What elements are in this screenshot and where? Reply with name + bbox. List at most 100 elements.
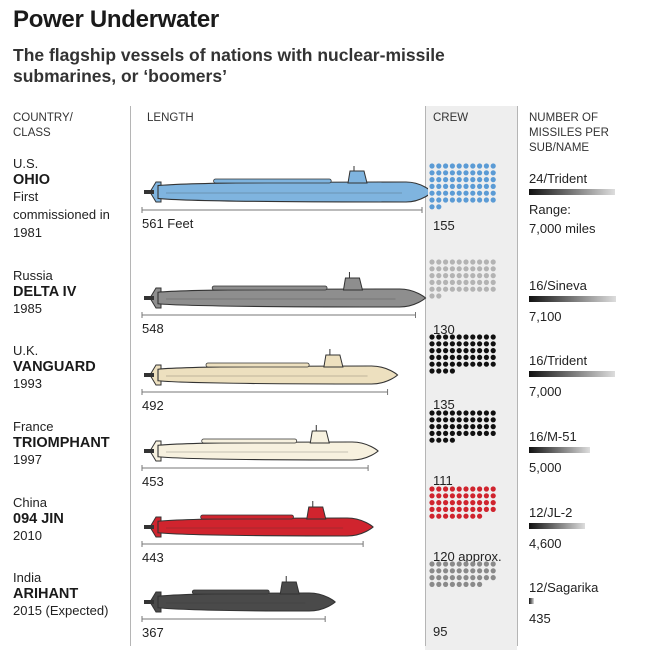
crew-dot bbox=[483, 163, 489, 169]
crew-dot bbox=[436, 197, 442, 203]
crew-dot bbox=[483, 286, 489, 292]
crew-dot bbox=[436, 424, 442, 430]
crew-dot bbox=[449, 183, 455, 189]
crew-dot bbox=[436, 273, 442, 279]
missile-deck bbox=[211, 285, 328, 291]
crew-dot bbox=[483, 486, 489, 492]
crew-dot bbox=[490, 348, 496, 354]
submarine-bar bbox=[141, 576, 336, 622]
hull bbox=[157, 517, 374, 537]
sail bbox=[342, 277, 364, 291]
length-label: 367 bbox=[142, 625, 164, 640]
crew-dot bbox=[477, 424, 483, 430]
range-bar bbox=[529, 371, 615, 377]
header-missiles-line: MISSILES PER bbox=[529, 127, 609, 139]
missile-deck bbox=[200, 514, 294, 520]
crew-dot bbox=[449, 410, 455, 416]
crew-dot bbox=[443, 493, 449, 499]
crew-dot bbox=[483, 259, 489, 265]
crew-dot bbox=[477, 417, 483, 423]
crew-dot bbox=[477, 493, 483, 499]
crew-dot bbox=[470, 568, 476, 574]
crew-dot bbox=[470, 273, 476, 279]
crew-dot bbox=[470, 506, 476, 512]
crew-dot bbox=[490, 170, 496, 176]
crew-dot bbox=[449, 417, 455, 423]
range-text: 7,100 bbox=[529, 307, 562, 326]
crew-dot bbox=[436, 410, 442, 416]
crew-dot bbox=[483, 354, 489, 360]
crew-dot bbox=[463, 513, 469, 519]
table-row: Russia DELTA IV 1985 548 130 16/Sineva 7,100 bbox=[0, 259, 650, 346]
crew-dot bbox=[456, 190, 462, 196]
crew-dot bbox=[477, 177, 483, 183]
crew-dot bbox=[470, 513, 476, 519]
table-row: U.K. VANGUARD 1993 492 135 16/Trident 7,000 bbox=[0, 334, 650, 421]
crew-dot bbox=[490, 273, 496, 279]
crew-dot bbox=[436, 293, 442, 299]
divider-crew bbox=[517, 106, 518, 646]
year-line: 2015 (Expected) bbox=[13, 603, 109, 618]
crew-dot bbox=[470, 163, 476, 169]
crew-dot bbox=[477, 334, 483, 340]
crew-dot bbox=[449, 348, 455, 354]
crew-dot bbox=[443, 163, 449, 169]
crew-dot bbox=[436, 266, 442, 272]
year-line: 1985 bbox=[13, 301, 42, 316]
crew-dot bbox=[449, 190, 455, 196]
submarine-bar bbox=[141, 501, 374, 547]
country-cell: U.S. OHIO First commissioned in 1981 bbox=[13, 156, 110, 242]
length-label: 548 bbox=[142, 321, 164, 336]
crew-dot bbox=[470, 430, 476, 436]
crew-label: 95 bbox=[433, 624, 448, 639]
crew-dot bbox=[429, 493, 435, 499]
crew-dot bbox=[470, 190, 476, 196]
crew-dot bbox=[463, 506, 469, 512]
crew-dot bbox=[449, 279, 455, 285]
country-name: India bbox=[13, 570, 42, 585]
crew-dot bbox=[477, 506, 483, 512]
crew-dot bbox=[483, 561, 489, 567]
chart-title: Power Underwater bbox=[13, 6, 219, 33]
crew-dot bbox=[449, 266, 455, 272]
crew-dot bbox=[456, 410, 462, 416]
crew-dot bbox=[483, 430, 489, 436]
crew-dot bbox=[456, 354, 462, 360]
crew-label: 130 bbox=[433, 322, 455, 337]
crew-dot bbox=[477, 163, 483, 169]
crew-dot bbox=[463, 493, 469, 499]
crew-dot bbox=[490, 197, 496, 203]
crew-dot bbox=[490, 486, 496, 492]
crew-dot bbox=[436, 575, 442, 581]
crew-dot bbox=[456, 575, 462, 581]
propeller bbox=[144, 600, 154, 604]
range-bar bbox=[529, 296, 616, 302]
crew-dot bbox=[436, 259, 442, 265]
crew-dot bbox=[436, 348, 442, 354]
crew-dot bbox=[449, 273, 455, 279]
crew-dot bbox=[470, 500, 476, 506]
crew-dot bbox=[477, 561, 483, 567]
crew-dot bbox=[429, 204, 435, 210]
range-bar bbox=[529, 189, 615, 195]
crew-dot bbox=[443, 197, 449, 203]
chart-subtitle: The flagship vessels of nations with nuc… bbox=[13, 45, 445, 86]
crew-dot bbox=[449, 286, 455, 292]
class-name: VANGUARD bbox=[13, 359, 96, 375]
crew-dot bbox=[436, 177, 442, 183]
crew-dot bbox=[483, 183, 489, 189]
range-text: 4,600 bbox=[529, 534, 562, 553]
crew-dot bbox=[429, 341, 435, 347]
crew-dot bbox=[449, 354, 455, 360]
crew-dot bbox=[456, 334, 462, 340]
crew-dot bbox=[443, 417, 449, 423]
country-cell: France TRIOMPHANT 1997 bbox=[13, 419, 110, 469]
crew-dot bbox=[429, 417, 435, 423]
crew-dot bbox=[490, 183, 496, 189]
crew-dot bbox=[463, 581, 469, 587]
crew-dot bbox=[477, 354, 483, 360]
crew-dots bbox=[429, 486, 496, 519]
crew-dot bbox=[463, 273, 469, 279]
crew-dot bbox=[463, 341, 469, 347]
crew-dot bbox=[470, 561, 476, 567]
